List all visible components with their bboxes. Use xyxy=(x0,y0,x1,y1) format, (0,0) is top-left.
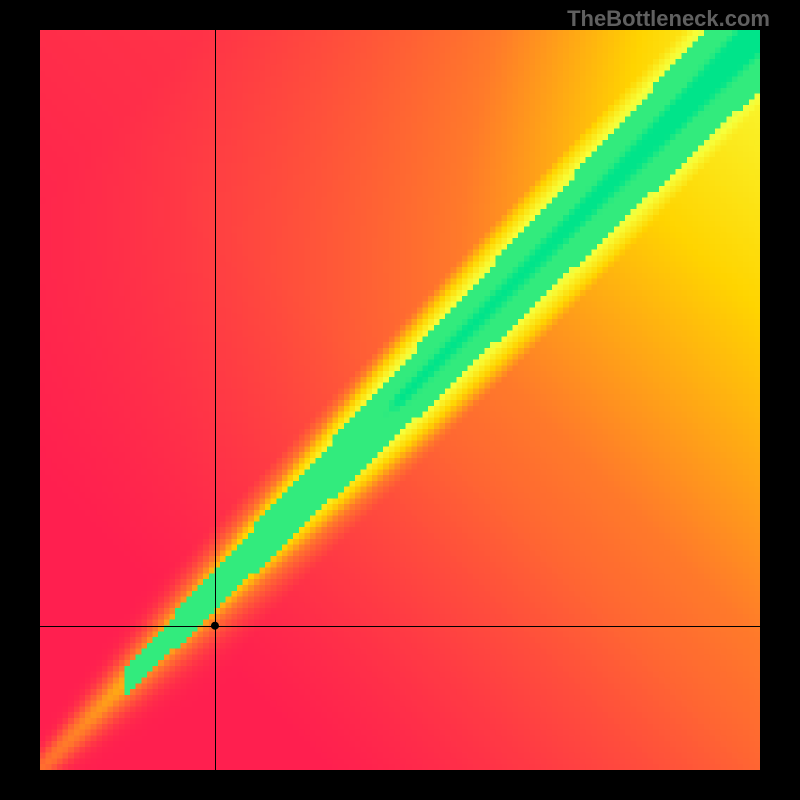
watermark-text: TheBottleneck.com xyxy=(567,6,770,32)
crosshair-dot xyxy=(211,622,219,630)
crosshair-marker xyxy=(40,30,760,770)
heatmap-plot xyxy=(40,30,760,770)
